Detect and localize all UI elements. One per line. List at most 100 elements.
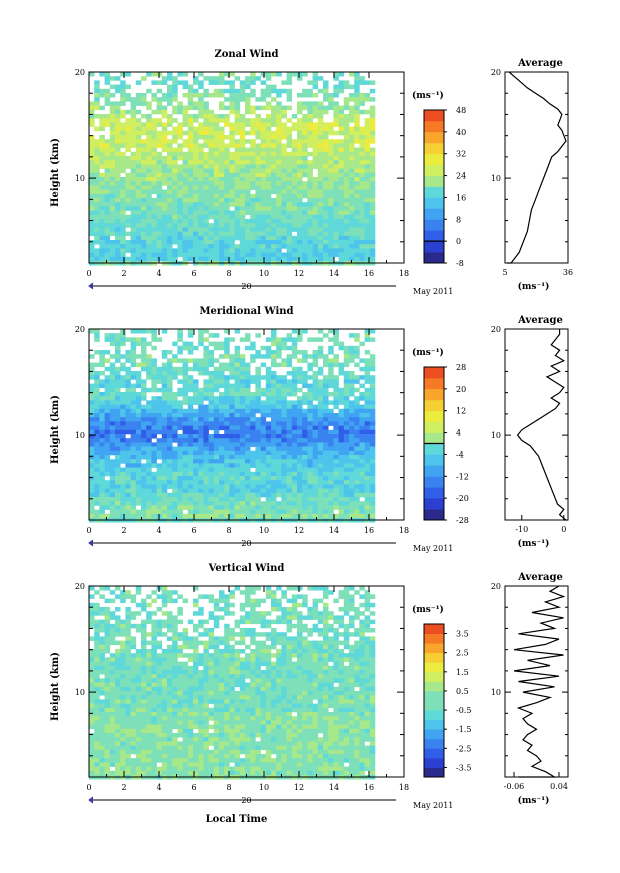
heatmap-cell [219,590,225,595]
heatmap-cell [151,93,157,98]
heatmap-cell [364,471,371,477]
heatmap-cell [359,240,365,245]
heatmap-cell [146,505,152,510]
heatmap-cell [297,256,303,262]
heatmap-cell [323,488,329,494]
heatmap-cell [359,421,365,426]
heatmap-cell [338,219,345,224]
heatmap-cell [354,379,360,384]
heatmap-cell [260,623,267,629]
heatmap-cell [239,337,246,342]
heatmap-cell [265,337,272,342]
heatmap-cell [125,185,131,190]
heatmap-cell [245,333,251,338]
heatmap-cell [104,114,111,119]
heatmap-cell [234,97,241,102]
heatmap-cell [333,160,339,165]
heatmap-cell [229,256,235,262]
heatmap-cell [208,168,215,174]
heatmap-cell [297,139,303,144]
heatmap-cell [172,118,178,123]
heatmap-cell [312,235,319,241]
heatmap-cell [203,202,209,207]
heatmap-cell [89,147,95,153]
heatmap-cell [135,219,142,224]
heatmap-cell [307,240,313,245]
heatmap-cell [239,177,246,182]
heatmap-cell [203,126,209,132]
heatmap-cell [151,227,157,232]
heatmap-cell [239,160,246,165]
heatmap-cell [255,429,261,435]
heatmap-cell [135,139,142,144]
heatmap-cell [291,480,298,485]
heatmap-cell [323,396,329,401]
heatmap-cell [109,341,116,347]
heatmap-cell [281,341,287,347]
heatmap-cell [239,471,246,477]
heatmap-cell [182,160,189,165]
heatmap-cell [312,139,319,144]
heatmap-cell [328,181,334,186]
heatmap-cell [239,467,246,473]
heatmap-cell [317,513,324,519]
heatmap-cell [354,130,360,136]
heatmap-cell [364,463,371,468]
heatmap-cell [172,459,178,464]
colorbar-swatch [424,197,444,209]
heatmap-cell [156,80,163,85]
heatmap-cell [208,632,215,637]
heatmap-cell [193,139,199,144]
heatmap-cell [260,425,267,431]
heatmap-cell [224,623,230,629]
heatmap-cell [115,459,121,464]
heatmap-cell [213,126,220,132]
heatmap-cell [177,476,183,481]
heatmap-cell [302,628,308,633]
heatmap-cell [182,252,189,258]
heatmap-cell [193,93,199,98]
heatmap-cell [213,505,220,510]
heatmap-cell [125,463,131,468]
heatmap-cell [182,438,189,443]
colorbar-swatch [424,377,444,390]
heatmap-cell [307,193,313,199]
heatmap-cell [115,392,121,397]
heatmap-cell [161,114,168,119]
heatmap-cell [260,509,267,515]
heatmap-cell [125,84,131,90]
heatmap-cell [317,408,324,414]
heatmap-cell [99,235,105,241]
heatmap-cell [115,484,121,489]
heatmap-cell [156,505,163,510]
heatmap-cell [281,219,287,224]
heatmap-cell [151,476,157,481]
heatmap-cell [250,438,256,443]
average-x-tick-label: 5 [502,268,507,277]
x-tick-label: 6 [191,526,196,535]
heatmap-cell [151,471,157,477]
heatmap-cell [349,168,355,174]
heatmap-cell [312,438,319,443]
heatmap-cell [343,400,350,405]
heatmap-cell [250,235,256,241]
heatmap-cell [182,345,189,351]
heatmap-cell [229,400,235,405]
heatmap-cell [239,156,246,161]
heatmap-cell [208,80,215,85]
heatmap-cell [234,177,241,182]
heatmap-cell [151,206,157,211]
heatmap-cell [177,210,183,216]
heatmap-cell [354,189,360,195]
heatmap-cell [89,513,95,519]
heatmap-cell [291,598,298,604]
heatmap-cell [135,446,142,452]
heatmap-cell [104,375,111,380]
heatmap-cell [239,88,246,94]
heatmap-cell [328,628,334,633]
heatmap-cell [104,513,111,519]
heatmap-cell [187,181,194,186]
heatmap-cell [317,387,324,393]
heatmap-cell [291,181,298,186]
